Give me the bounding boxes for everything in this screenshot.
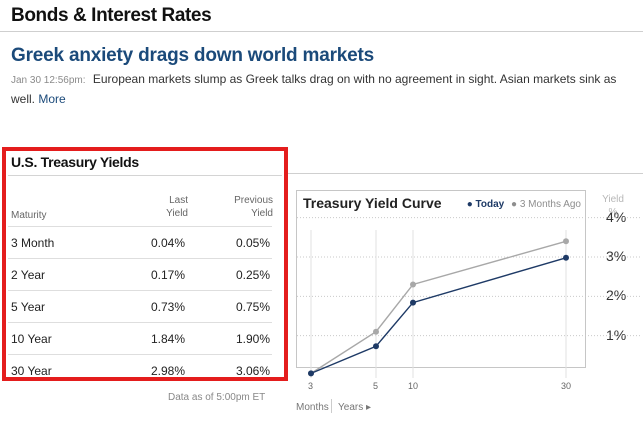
treasury-yields-table: U.S. Treasury Yields Maturity Last Yield… xyxy=(2,147,288,381)
previous-yield-cell: 3.06% xyxy=(235,364,270,378)
table-row: 3 Month 0.04% 0.05% xyxy=(8,226,272,258)
y-axis-label-line: % xyxy=(608,207,618,218)
last-yield-cell: 2.98% xyxy=(150,364,185,378)
y-tick-label: 2% xyxy=(606,287,627,304)
data-point xyxy=(563,254,569,261)
data-as-of-note: Data as of 5:00pm ET xyxy=(168,392,266,403)
last-yield-cell: 0.17% xyxy=(150,268,185,282)
yield-curve-chart: Treasury Yield Curve ● Today ● 3 Months … xyxy=(296,190,586,368)
divider xyxy=(331,399,332,413)
series-line-3-months-ago xyxy=(310,240,567,374)
chart-title: Treasury Yield Curve xyxy=(303,195,442,211)
x-unit-months: Months xyxy=(296,402,329,413)
yields-title: U.S. Treasury Yields xyxy=(11,154,139,170)
x-tick-label: 3 xyxy=(308,381,314,391)
last-yield-cell: 0.04% xyxy=(150,236,185,250)
maturity-cell: 2 Year xyxy=(11,268,46,282)
y-tick-label: 4% xyxy=(606,208,627,225)
data-point xyxy=(563,238,569,245)
y-tick-label: 1% xyxy=(606,326,627,343)
previous-yield-cell: 0.25% xyxy=(235,268,270,282)
last-yield-cell: 0.73% xyxy=(150,300,185,314)
data-point xyxy=(410,299,416,306)
legend-label-today: Today xyxy=(475,199,505,210)
column-header-previous-yield: Previous Yield xyxy=(234,194,273,220)
x-tick-label: 10 xyxy=(408,381,419,391)
column-header-line: Yield xyxy=(251,208,273,219)
previous-yield-cell: 1.90% xyxy=(235,332,270,346)
data-point xyxy=(410,281,416,288)
column-header-maturity: Maturity xyxy=(11,210,47,221)
x-unit-years-toggle[interactable]: Years ▸ xyxy=(338,402,372,413)
x-tick-label: 30 xyxy=(561,381,572,391)
data-point xyxy=(373,343,379,350)
y-tick-label: 3% xyxy=(606,248,627,264)
section-title: Bonds & Interest Rates xyxy=(11,5,212,26)
column-header-line: Last xyxy=(169,195,188,206)
legend-today: ● Today xyxy=(466,199,505,210)
series-line-today xyxy=(310,257,567,375)
previous-yield-cell: 0.75% xyxy=(235,300,270,314)
section-header: Bonds & Interest Rates xyxy=(0,0,643,32)
data-point xyxy=(373,328,379,335)
table-row: 30 Year 2.98% 3.06% xyxy=(8,354,272,386)
table-row: 10 Year 1.84% 1.90% xyxy=(8,322,272,354)
divider xyxy=(8,175,282,176)
more-link[interactable]: More xyxy=(38,92,66,106)
column-header-line: Yield xyxy=(166,208,188,219)
story-summary: Jan 30 12:56pm: European markets slump a… xyxy=(11,70,631,109)
last-yield-cell: 1.84% xyxy=(150,332,185,346)
x-tick-label: 5 xyxy=(373,381,379,391)
table-row: 2 Year 0.17% 0.25% xyxy=(8,258,272,290)
chart-legend: ● Today ● 3 Months Ago xyxy=(467,199,581,210)
data-point xyxy=(308,370,314,377)
table-row: 5 Year 0.73% 0.75% xyxy=(8,290,272,322)
column-header-line: Previous xyxy=(234,195,273,206)
previous-yield-cell: 0.05% xyxy=(235,236,270,250)
legend-label-3-months-ago: 3 Months Ago xyxy=(519,199,581,210)
maturity-cell: 30 Year xyxy=(11,364,52,378)
maturity-cell: 10 Year xyxy=(11,332,52,346)
y-axis-label-line: Yield xyxy=(602,194,624,205)
maturity-cell: 5 Year xyxy=(11,300,46,314)
column-header-last-yield: Last Yield xyxy=(166,194,188,220)
story-timestamp: Jan 30 12:56pm: xyxy=(11,75,86,86)
legend-3-months-ago: ● 3 Months Ago xyxy=(511,199,581,210)
story-headline-link[interactable]: Greek anxiety drags down world markets xyxy=(11,45,375,66)
y-axis-label: Yield % xyxy=(596,193,630,219)
story-summary-text: European markets slump as Greek talks dr… xyxy=(11,72,617,106)
maturity-cell: 3 Month xyxy=(11,236,55,250)
divider xyxy=(287,173,643,174)
